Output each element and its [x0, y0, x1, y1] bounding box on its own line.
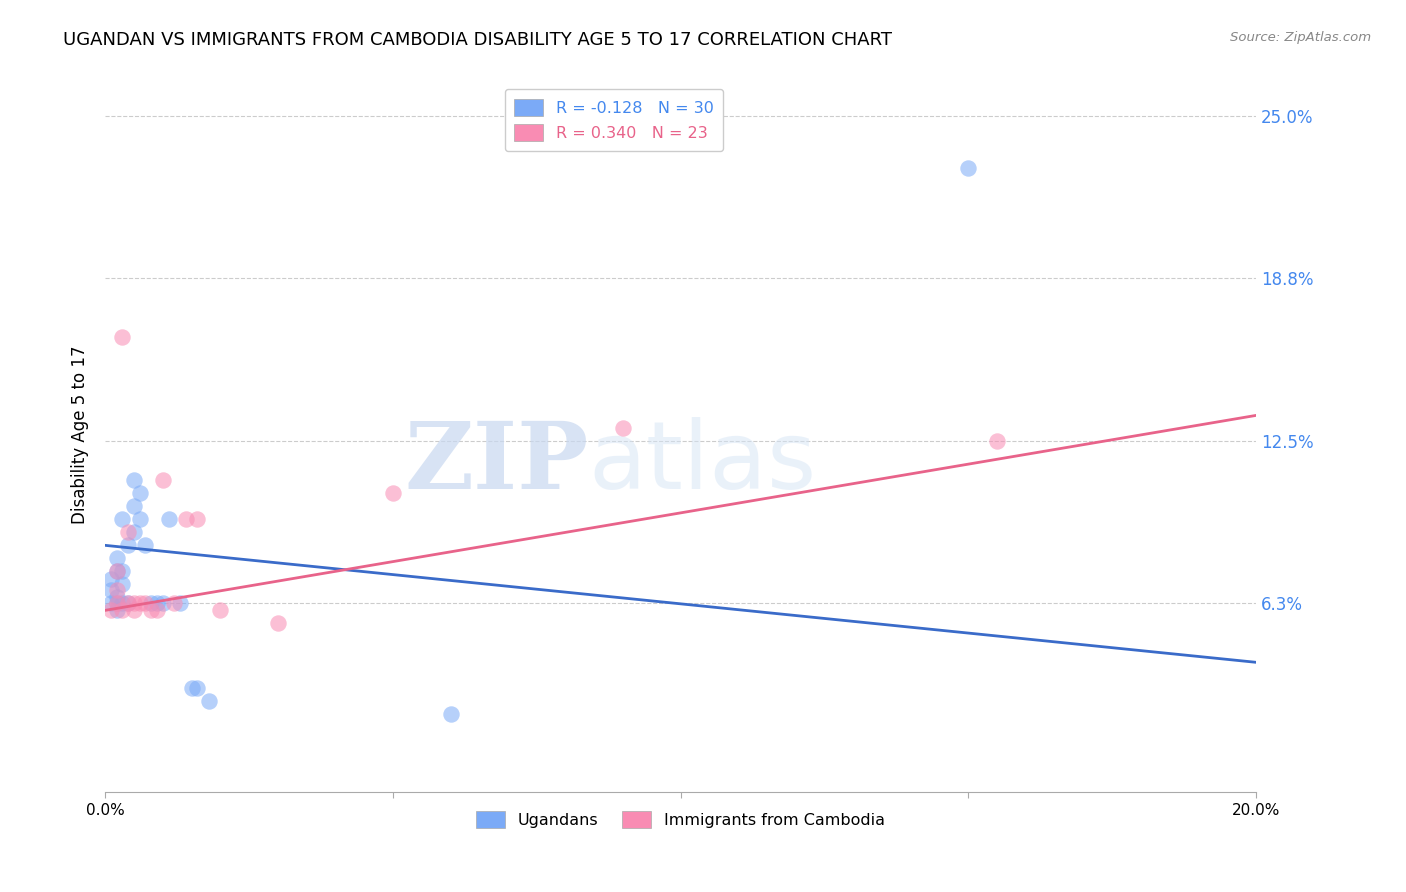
- Point: [100, 595, 122, 609]
- Point: [100, 582, 122, 597]
- Point: [186, 681, 208, 696]
- Point: [111, 595, 134, 609]
- Point: [105, 591, 128, 605]
- Point: [134, 595, 156, 609]
- Point: [117, 595, 139, 609]
- Point: [128, 512, 150, 526]
- Point: [128, 486, 150, 500]
- Point: [986, 434, 1008, 449]
- Point: [122, 595, 145, 609]
- Text: atlas: atlas: [589, 417, 817, 509]
- Point: [117, 595, 139, 609]
- Point: [381, 486, 404, 500]
- Point: [111, 330, 134, 344]
- Y-axis label: Disability Age 5 to 17: Disability Age 5 to 17: [72, 345, 89, 524]
- Text: ZIP: ZIP: [405, 418, 589, 508]
- Point: [100, 572, 122, 586]
- Point: [157, 512, 180, 526]
- Point: [122, 500, 145, 514]
- Point: [117, 525, 139, 540]
- Point: [122, 603, 145, 617]
- Point: [105, 582, 128, 597]
- Point: [117, 538, 139, 552]
- Point: [169, 595, 191, 609]
- Point: [134, 538, 156, 552]
- Point: [105, 551, 128, 566]
- Point: [146, 603, 169, 617]
- Point: [100, 603, 122, 617]
- Point: [105, 595, 128, 609]
- Point: [105, 595, 128, 609]
- Point: [111, 603, 134, 617]
- Point: [111, 512, 134, 526]
- Point: [111, 577, 134, 591]
- Point: [198, 694, 221, 708]
- Point: [957, 161, 980, 176]
- Point: [105, 603, 128, 617]
- Point: [612, 421, 634, 435]
- Text: Source: ZipAtlas.com: Source: ZipAtlas.com: [1230, 31, 1371, 45]
- Point: [163, 595, 186, 609]
- Point: [105, 565, 128, 579]
- Point: [152, 474, 174, 488]
- Point: [180, 681, 202, 696]
- Point: [128, 595, 150, 609]
- Point: [439, 707, 461, 722]
- Legend: Ugandans, Immigrants from Cambodia: Ugandans, Immigrants from Cambodia: [470, 805, 891, 834]
- Point: [209, 603, 232, 617]
- Point: [122, 474, 145, 488]
- Point: [105, 565, 128, 579]
- Point: [186, 512, 208, 526]
- Point: [141, 595, 163, 609]
- Point: [267, 616, 290, 631]
- Point: [146, 595, 169, 609]
- Point: [122, 525, 145, 540]
- Point: [152, 595, 174, 609]
- Point: [111, 565, 134, 579]
- Text: UGANDAN VS IMMIGRANTS FROM CAMBODIA DISABILITY AGE 5 TO 17 CORRELATION CHART: UGANDAN VS IMMIGRANTS FROM CAMBODIA DISA…: [63, 31, 893, 49]
- Point: [141, 603, 163, 617]
- Point: [174, 512, 197, 526]
